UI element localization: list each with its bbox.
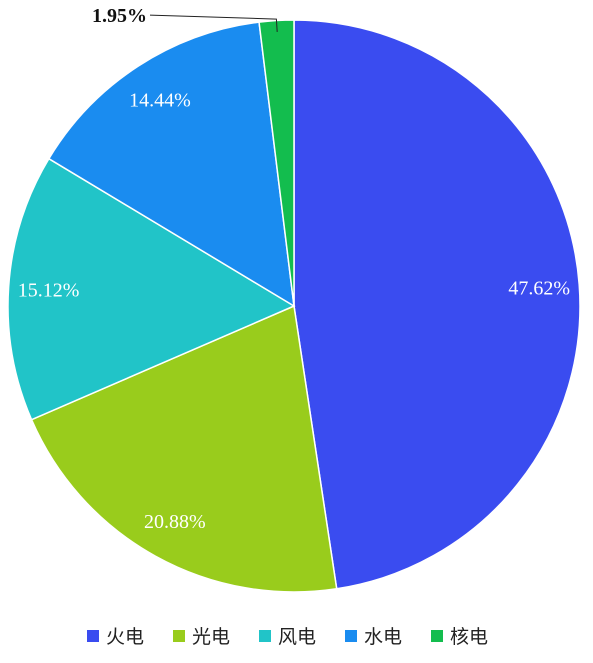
slice-label-3: 15.12% [18, 280, 80, 302]
slice-label-2: 20.88% [144, 511, 206, 533]
legend-label-2: 光电 [192, 626, 230, 648]
legend: 火电 光电 风电 水电 核电 [87, 626, 488, 648]
slice-leader-line-5 [149, 14, 278, 32]
pie-slice-3 [7, 157, 296, 421]
pie-slices [7, 19, 581, 593]
legend-swatch-3 [259, 630, 271, 642]
slice-label-1: 47.62% [508, 278, 570, 300]
slice-label-5: 1.95% [92, 5, 147, 27]
legend-swatch-4 [345, 630, 357, 642]
legend-label-3: 风电 [278, 626, 316, 648]
legend-label-5: 核电 [450, 626, 488, 648]
pie-labels: 47.62% 20.88% 15.12% 14.44% 1.95% [18, 5, 570, 533]
legend-label-4: 水电 [364, 626, 402, 648]
legend-label-1: 火电 [106, 626, 144, 648]
legend-swatch-5 [431, 630, 443, 642]
pie-slice-1 [293, 19, 581, 590]
pie-slice-4 [47, 21, 295, 308]
pie-slice-2 [30, 304, 338, 593]
slice-label-4: 14.44% [129, 90, 191, 112]
legend-swatch-1 [87, 630, 99, 642]
legend-swatch-2 [173, 630, 185, 642]
